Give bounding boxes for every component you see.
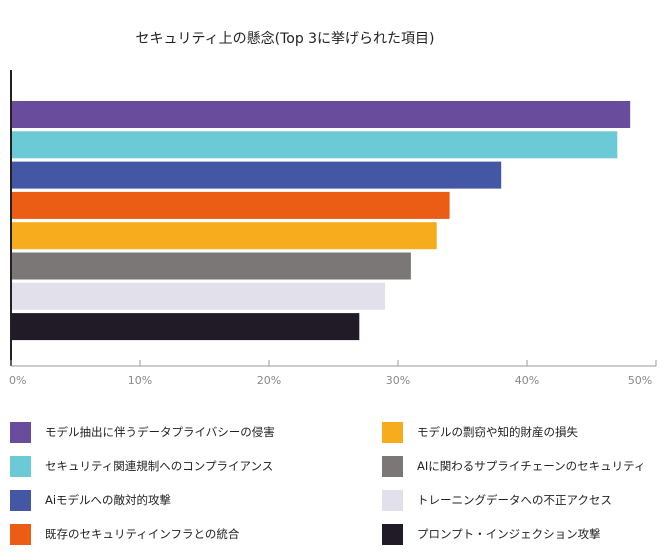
legend-swatch [382, 421, 403, 443]
legend-label: AIに関わるサプライチェーンのセキュリティ [417, 459, 646, 473]
legend-item: モデル抽出に伴うデータプライバシーの侵害 [10, 415, 382, 449]
legend-item: 既存のセキュリティインフラとの統合 [10, 517, 382, 551]
legend-swatch [382, 523, 403, 545]
legend-label: Aiモデルへの敵対的攻撃 [45, 493, 172, 507]
legend-item: Aiモデルへの敵対的攻撃 [10, 483, 382, 517]
legend-swatch [10, 523, 31, 545]
legend-label: トレーニングデータへの不正アクセス [417, 493, 612, 507]
legend: モデル抽出に伴うデータプライバシーの侵害 セキュリティ関連規制へのコンプライアンス… [10, 415, 650, 550]
bar-1 [11, 101, 631, 128]
bars-layer [11, 101, 631, 341]
bar-chart: 0% 10% 20% 30% 40% 50% [9, 70, 657, 387]
legend-label: 既存のセキュリティインフラとの統合 [45, 527, 240, 541]
legend-item: セキュリティ関連規制へのコンプライアンス [10, 449, 382, 483]
legend-label: モデルの剽窃や知的財産の損失 [417, 425, 578, 439]
legend-swatch [382, 455, 403, 477]
bar-2 [11, 131, 618, 159]
x-tick-label: 0% [9, 374, 26, 387]
legend-swatch [10, 455, 31, 477]
legend-item: プロンプト・インジェクション攻撃 [382, 517, 650, 551]
legend-item: モデルの剽窃や知的財産の損失 [382, 415, 650, 449]
legend-item: トレーニングデータへの不正アクセス [382, 483, 650, 517]
bar-5 [11, 222, 437, 250]
x-tick-label: 20% [257, 374, 281, 387]
chart-title: セキュリティ上の懸念(Top 3に挙げられた項目) [135, 31, 435, 47]
legend-item: AIに関わるサプライチェーンのセキュリティ [382, 449, 650, 483]
legend-swatch [10, 489, 31, 511]
bar-8 [11, 313, 360, 341]
bar-4 [11, 191, 450, 219]
bar-6 [11, 252, 411, 280]
x-tick-label: 30% [386, 374, 410, 387]
x-tick-label: 40% [515, 374, 539, 387]
legend-swatch [10, 421, 31, 443]
legend-label: セキュリティ関連規制へのコンプライアンス [45, 459, 274, 473]
bar-3 [11, 161, 502, 189]
x-tick-label: 50% [628, 374, 652, 387]
legend-swatch [382, 489, 403, 511]
x-tick-label: 10% [128, 374, 152, 387]
bar-7 [11, 282, 386, 310]
ticks-layer: 0% 10% 20% 30% 40% 50% [9, 360, 657, 387]
legend-label: プロンプト・インジェクション攻撃 [417, 527, 601, 541]
legend-label: モデル抽出に伴うデータプライバシーの侵害 [45, 425, 275, 439]
